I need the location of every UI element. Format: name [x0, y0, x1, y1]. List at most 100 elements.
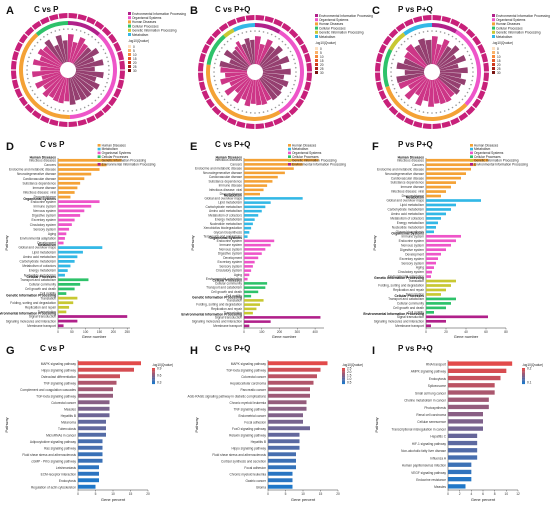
- dot-ring-dot: [104, 85, 107, 88]
- bar-category-label: Lipid metabolism: [218, 201, 242, 205]
- bar-category-label: TGF-beta signaling pathway: [226, 368, 266, 372]
- rose-slice: [73, 74, 94, 93]
- dot-ring-dot: [468, 54, 471, 57]
- bar-category-label: Transcription: [38, 310, 57, 314]
- bar-category-label: MicroRNAs in cancer: [46, 433, 77, 437]
- bar: [448, 484, 466, 489]
- dot-ring-dot: [439, 111, 442, 113]
- bar-category-label: Infectious diseases: [29, 158, 57, 162]
- dot-ring-dot: [91, 102, 93, 104]
- dot-ring-dot: [294, 66, 297, 69]
- dot-ring-dot: [223, 98, 226, 101]
- bar-category-label: Folding, sorting and degradation: [10, 301, 56, 305]
- dot-ring-dot: [392, 58, 394, 61]
- legend-label: Metabolism: [474, 147, 491, 151]
- bar-category-label: Measles: [64, 407, 76, 411]
- bar: [58, 255, 78, 259]
- legend-gradient-step: [152, 376, 155, 378]
- outer-ring-segment: [382, 35, 392, 46]
- rose-slice: [434, 79, 446, 105]
- bar: [78, 445, 103, 450]
- bar-category-label: Circulatory system: [216, 269, 243, 273]
- dot-ring-dot: [26, 69, 28, 71]
- bar-category-label: Transcription: [406, 293, 425, 297]
- legend-label: Environmental Information Processing: [496, 14, 550, 18]
- outer-ring-segment: [403, 18, 414, 27]
- bar-category-label: Cell motility: [226, 294, 243, 298]
- scale-swatch: [315, 55, 318, 58]
- legend-label: Cellular Processes: [474, 155, 501, 159]
- bar: [58, 324, 64, 328]
- bar: [426, 261, 436, 265]
- outer-ring-segment: [58, 121, 68, 127]
- bar: [268, 380, 314, 385]
- dot-ring-dot: [221, 95, 223, 97]
- dot-ring-dot: [278, 38, 280, 40]
- dot-ring-dot: [241, 110, 244, 112]
- dot-ring-dot: [249, 30, 252, 33]
- bar-category-label: Immune disease: [219, 184, 243, 188]
- scale-tick: 10: [320, 55, 324, 59]
- outer-ring-segment: [108, 33, 118, 44]
- group-header: Genetic Information Processing: [374, 276, 424, 280]
- scale-tick: 15: [497, 59, 501, 63]
- outer-ring-segment: [18, 33, 28, 44]
- legend-gradient-step: [522, 372, 525, 375]
- bar-category-label: Nervous system: [33, 209, 56, 213]
- bar-category-label: Transport and catabolism: [388, 297, 424, 301]
- dot-ring-dot: [451, 106, 454, 109]
- dot-ring-dot: [223, 43, 226, 46]
- dot-ring-dot: [461, 98, 464, 101]
- outer-ring-segment: [31, 20, 42, 30]
- bar: [58, 278, 89, 282]
- dot-ring-dot: [291, 87, 294, 90]
- bar: [78, 380, 117, 385]
- x-axis-label: Gene number: [454, 334, 479, 339]
- legend-label: Genetic Information Processing: [496, 31, 541, 35]
- rose-slice: [224, 72, 248, 78]
- legend-swatch: [288, 151, 291, 155]
- outer-ring-segment: [201, 90, 210, 101]
- dot-ring-dot: [39, 38, 42, 41]
- rose-slice: [241, 79, 253, 101]
- scale-swatch: [128, 49, 131, 52]
- dot-ring-dot: [62, 109, 65, 112]
- dot-ring-dot: [274, 35, 277, 38]
- bar-category-label: Replication and repair: [393, 288, 425, 292]
- group-header: Human Diseases: [398, 155, 425, 159]
- legend-label: Metabolism: [292, 147, 309, 151]
- bar: [244, 175, 278, 179]
- bar-category-label: Colorectal cancer: [241, 375, 267, 379]
- bar: [268, 367, 321, 372]
- group-ring-slice: [432, 23, 458, 34]
- bar: [426, 199, 481, 202]
- dot-ring-dot: [284, 43, 287, 46]
- group-ring-slice: [223, 28, 235, 38]
- dot-ring-dot: [31, 48, 34, 51]
- bar-category-label: Leishmaniasis: [56, 466, 77, 470]
- y-axis-label: Pathway: [374, 417, 379, 432]
- x-tick-label: 0: [243, 330, 245, 334]
- scale-swatch: [128, 45, 131, 48]
- outer-ring-segment: [465, 28, 476, 39]
- circle-legend: Environmental Information ProcessingOrga…: [128, 12, 186, 73]
- dot-ring-dot: [254, 30, 256, 32]
- bar: [426, 221, 438, 225]
- dot-ring-dot: [46, 33, 49, 36]
- dot-ring-dot: [455, 38, 457, 40]
- dot-ring-dot: [39, 99, 42, 102]
- bar-category-label: Adipocytokine signaling pathway: [30, 440, 76, 444]
- outer-ring-segment: [119, 70, 125, 80]
- outer-ring-segment: [375, 53, 383, 63]
- legend-swatch: [315, 18, 318, 22]
- outer-ring-segment: [94, 20, 105, 30]
- rose-slice: [219, 60, 248, 71]
- bar: [78, 458, 103, 463]
- bar-category-label: Terpenoids and polyketides: [203, 235, 242, 239]
- y-axis-label: Pathway: [4, 235, 9, 250]
- bar: [426, 284, 451, 287]
- rose-slice: [258, 78, 272, 101]
- bar: [426, 239, 456, 243]
- dot-ring-dot: [431, 30, 433, 32]
- rose-slice: [256, 79, 268, 105]
